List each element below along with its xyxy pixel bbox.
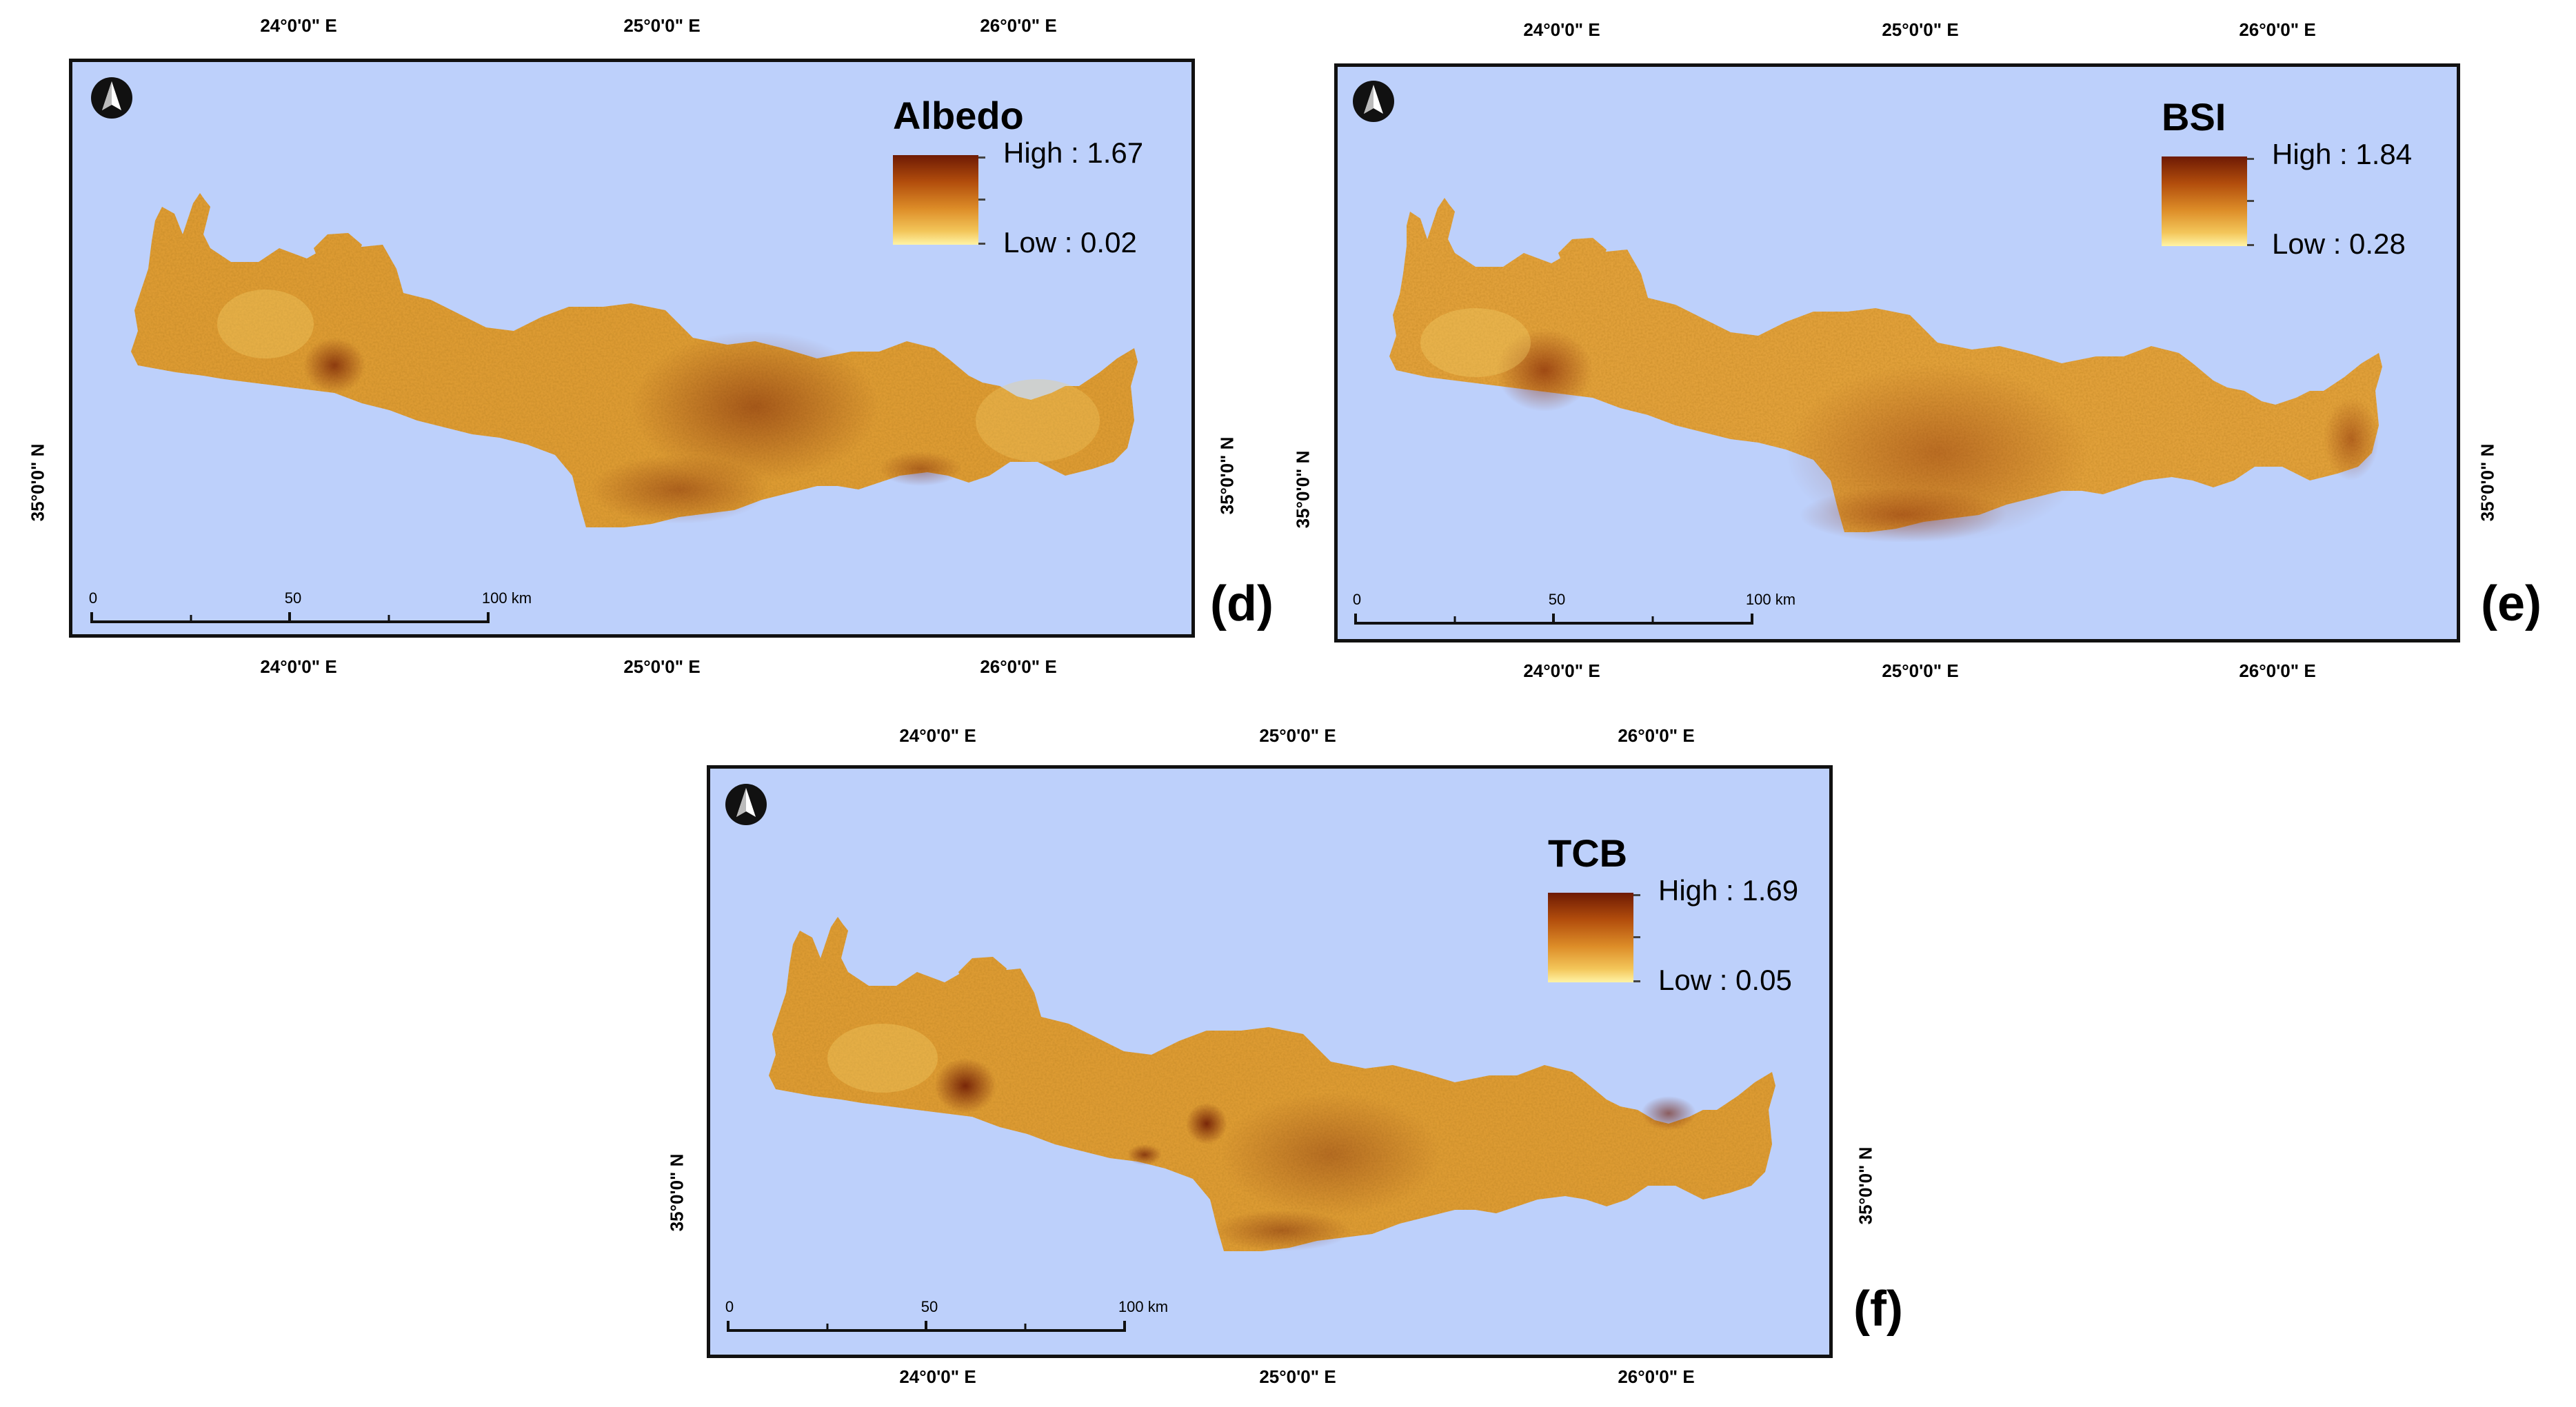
legend-low-label: Low : 0.02	[1003, 226, 1137, 259]
bottom-lon-label-3: 26°0'0" E	[2239, 660, 2316, 681]
legend-tick-low	[1633, 980, 1640, 982]
scale-bar	[1354, 614, 1753, 625]
map-frame: TCB High : 1.69 Low : 0.05 0 50 100 km	[707, 765, 1833, 1358]
legend-tick-mid	[978, 199, 985, 201]
bottom-lon-label-3: 26°0'0" E	[1618, 1366, 1695, 1387]
left-lat-label: 35°0'0" N	[666, 1153, 687, 1232]
crete-raster	[131, 193, 1138, 527]
bottom-lon-label-1: 24°0'0" E	[260, 656, 337, 677]
bottom-lon-label-3: 26°0'0" E	[980, 656, 1057, 677]
scale-label-50: 50	[284, 589, 302, 607]
crete-raster	[769, 917, 1775, 1251]
bottom-lon-label-2: 25°0'0" E	[1882, 660, 1959, 681]
right-lat-label: 35°0'0" N	[1216, 436, 1238, 515]
top-lon-label-1: 24°0'0" E	[260, 15, 337, 36]
map-frame: BSI High : 1.84 Low : 0.28 0 50 100 km	[1334, 63, 2460, 642]
map-panel-f: 24°0'0" E 25°0'0" E 26°0'0" E 24°0'0" E …	[634, 703, 1931, 1407]
right-lat-label: 35°0'0" N	[1855, 1146, 1876, 1225]
panel-letter: (e)	[2481, 576, 2542, 631]
bottom-lon-label-2: 25°0'0" E	[1259, 1366, 1336, 1387]
scale-label-0: 0	[1352, 591, 1362, 608]
legend-title: TCB	[1548, 831, 1628, 875]
top-lon-label-2: 25°0'0" E	[1882, 19, 1959, 40]
legend-tick-high	[2247, 158, 2254, 160]
top-lon-label-3: 26°0'0" E	[2239, 19, 2316, 40]
legend-title: Albedo	[893, 94, 1024, 137]
map-panel-e: 24°0'0" E 25°0'0" E 26°0'0" E 24°0'0" E …	[1269, 0, 2576, 681]
legend-title: BSI	[2162, 95, 2226, 139]
legend-low-label: Low : 0.28	[2272, 227, 2406, 260]
bottom-lon-label-1: 24°0'0" E	[1523, 660, 1600, 681]
scale-label-100: 100 km	[481, 589, 532, 607]
top-lon-label-1: 24°0'0" E	[899, 725, 976, 746]
crete-raster	[1389, 198, 2382, 543]
scale-label-0: 0	[88, 589, 98, 607]
scale-label-0: 0	[725, 1298, 734, 1315]
legend-tick-high	[978, 156, 985, 159]
scale-label-100: 100 km	[1745, 591, 1796, 608]
map-frame: Albedo High : 1.67 Low : 0.02 0 50 100 k…	[69, 59, 1195, 638]
legend-tick-low	[2247, 244, 2254, 246]
scale-bar	[727, 1321, 1126, 1332]
bottom-lon-label-2: 25°0'0" E	[623, 656, 701, 677]
panel-letter: (f)	[1853, 1282, 1903, 1337]
legend-tick-mid	[2247, 200, 2254, 202]
scale-label-50: 50	[920, 1298, 938, 1315]
legend-high-label: High : 1.84	[2272, 138, 2413, 170]
legend-color-ramp	[2162, 156, 2247, 246]
north-arrow-icon	[725, 784, 767, 825]
right-lat-label: 35°0'0" N	[2477, 443, 2498, 522]
legend-tick-high	[1633, 894, 1640, 896]
top-lon-label-1: 24°0'0" E	[1523, 19, 1600, 40]
left-lat-label: 35°0'0" N	[1292, 450, 1314, 529]
top-lon-label-2: 25°0'0" E	[623, 15, 701, 36]
scale-label-100: 100 km	[1118, 1298, 1169, 1315]
top-lon-label-3: 26°0'0" E	[980, 15, 1057, 36]
legend-color-ramp	[893, 155, 978, 245]
north-arrow-icon	[1353, 81, 1394, 122]
legend-color-ramp	[1548, 893, 1633, 982]
bottom-lon-label-1: 24°0'0" E	[899, 1366, 976, 1387]
top-lon-label-2: 25°0'0" E	[1259, 725, 1336, 746]
legend-tick-mid	[1633, 936, 1640, 938]
left-lat-label: 35°0'0" N	[27, 443, 48, 522]
top-lon-label-3: 26°0'0" E	[1618, 725, 1695, 746]
scale-bar	[90, 612, 490, 623]
legend-high-label: High : 1.67	[1003, 136, 1144, 169]
legend-low-label: Low : 0.05	[1658, 964, 1792, 996]
scale-label-50: 50	[1548, 591, 1566, 608]
legend-high-label: High : 1.69	[1658, 874, 1799, 907]
legend-tick-low	[978, 243, 985, 245]
panel-letter: (d)	[1210, 576, 1274, 631]
north-arrow-icon	[91, 77, 132, 119]
map-panel-d: 24°0'0" E 25°0'0" E 26°0'0" E 24°0'0" E …	[0, 0, 1296, 677]
